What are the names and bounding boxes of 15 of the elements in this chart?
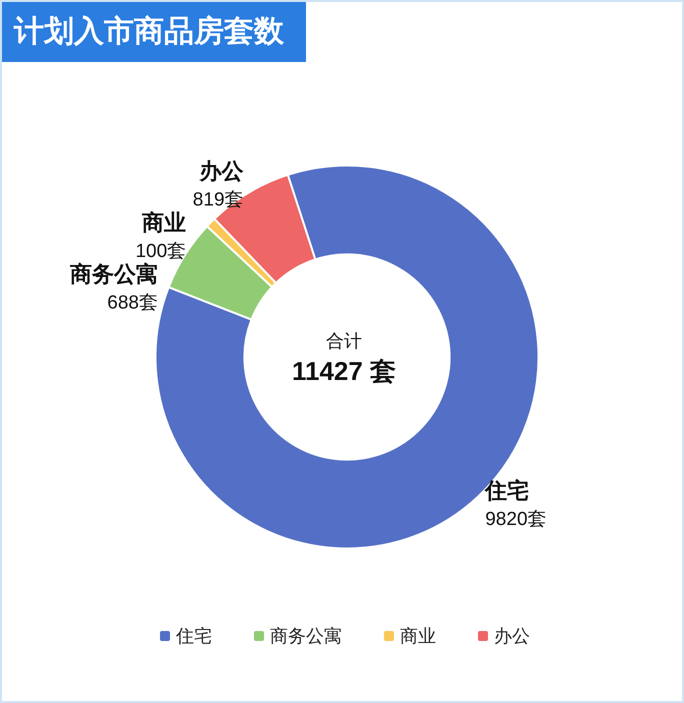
data-label: 100套 xyxy=(135,241,186,262)
text: 合计 xyxy=(326,331,362,351)
legend-label: 商业 xyxy=(400,626,436,646)
slice-label: 商业 xyxy=(141,210,186,236)
text: 11427 套 xyxy=(292,356,396,386)
legend-label: 办公 xyxy=(494,626,530,646)
legend-label: 商务公寓 xyxy=(270,626,342,646)
legend-label: 住宅 xyxy=(175,626,212,646)
data-label: 819套 xyxy=(192,190,244,211)
data-label: 9820套 xyxy=(485,509,547,530)
data-label: 688套 xyxy=(107,292,158,314)
slice-label: 办公 xyxy=(198,158,245,184)
chart-title: 计划入市商品房套数 xyxy=(2,2,306,62)
slice-label: 住宅 xyxy=(484,478,530,504)
slice-label: 商务公寓 xyxy=(68,262,158,287)
